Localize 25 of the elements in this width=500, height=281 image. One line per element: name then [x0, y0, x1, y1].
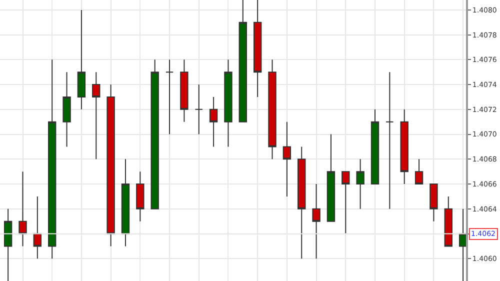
candlestick [136, 171, 144, 222]
candlestick [342, 171, 350, 234]
candlestick [430, 184, 438, 222]
candlestick [386, 72, 394, 210]
candlestick [414, 158, 424, 185]
candlestick [298, 146, 306, 260]
candlestick [326, 134, 336, 222]
candlestick [224, 59, 232, 148]
candlestick [400, 108, 408, 185]
candlestick [444, 196, 452, 247]
candlestick [268, 59, 276, 160]
candlestick [209, 96, 218, 148]
candlestick [33, 196, 42, 260]
candlestick [282, 121, 292, 197]
candlestick [18, 171, 27, 247]
candlestick [62, 72, 71, 148]
candlestick [150, 59, 159, 210]
candlestick [370, 108, 380, 185]
candlestick [165, 59, 174, 135]
candlestick [92, 72, 100, 160]
candlestick [121, 158, 130, 247]
candlestick [194, 84, 203, 135]
candlestick [312, 184, 320, 260]
candlestick [180, 59, 188, 122]
candlestick [356, 158, 364, 210]
